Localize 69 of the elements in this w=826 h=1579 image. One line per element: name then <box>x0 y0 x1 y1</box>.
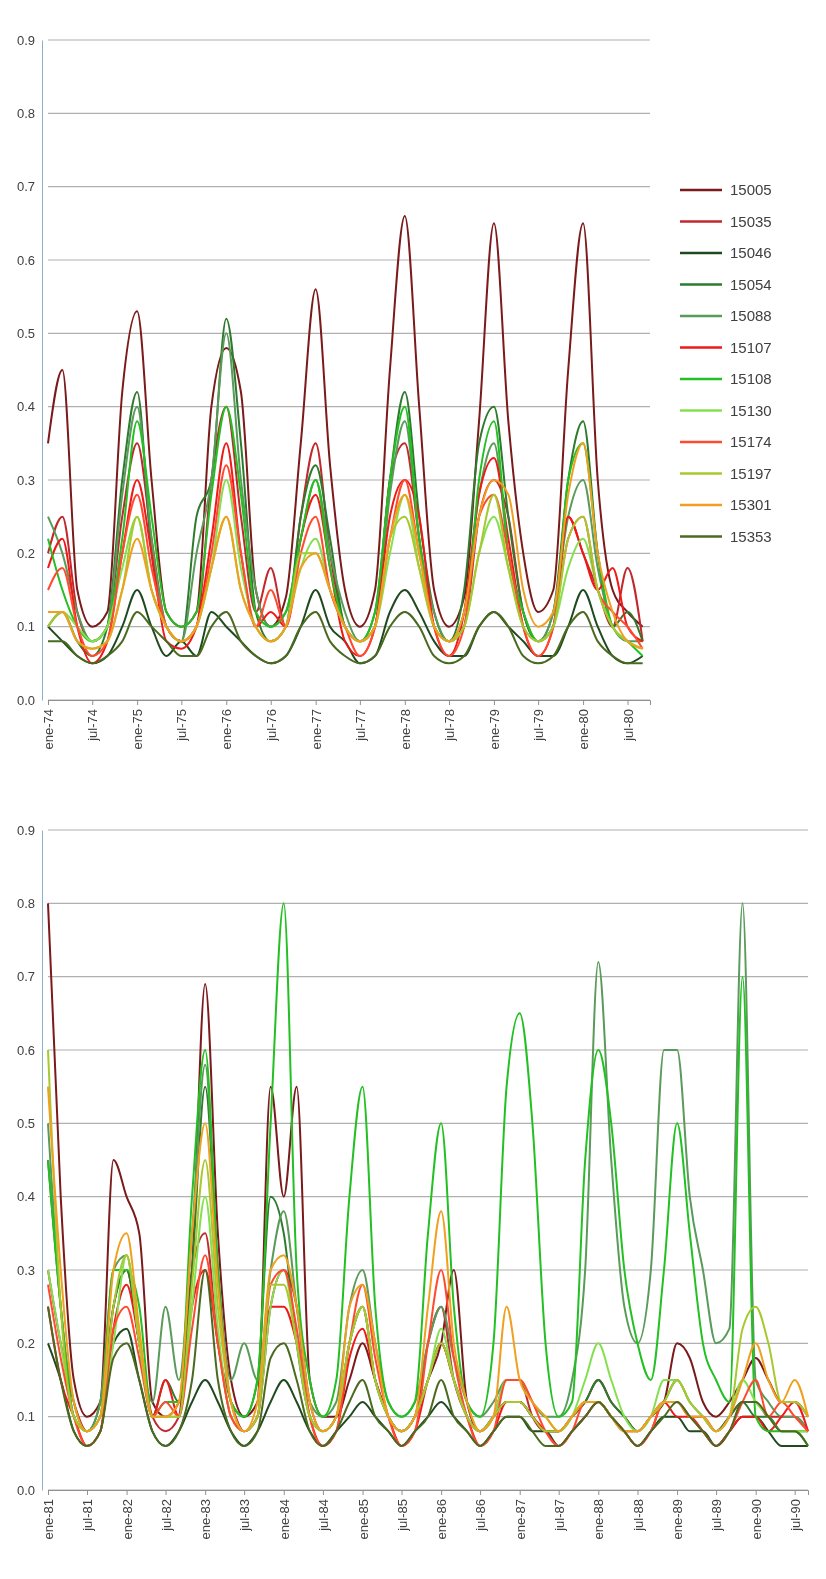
x-tick-label: ene-81 <box>41 1499 57 1540</box>
y-tick-label: 0.3 <box>17 472 36 488</box>
x-tick-label: ene-78 <box>397 709 413 750</box>
x-tick-label: ene-83 <box>198 1499 214 1540</box>
y-tick-label: 0.9 <box>17 32 36 48</box>
y-tick-label: 0.6 <box>17 252 36 268</box>
x-tick-label: ene-89 <box>670 1499 686 1540</box>
legend-label: 15046 <box>730 244 772 262</box>
x-tick-label: jul-79 <box>531 709 547 742</box>
x-tick-label: jul-89 <box>709 1499 725 1532</box>
y-tick-label: 0.0 <box>17 692 36 708</box>
legend-label: 15005 <box>730 181 772 199</box>
legend-label: 15353 <box>730 527 772 545</box>
line-series <box>47 611 644 665</box>
y-tick-label: 0.0 <box>17 1482 36 1498</box>
x-tick-label: ene-74 <box>41 709 57 750</box>
x-tick-label: ene-82 <box>119 1499 135 1540</box>
x-tick-label: jul-81 <box>80 1499 96 1532</box>
x-tick-label: jul-77 <box>352 709 368 742</box>
x-tick-label: jul-85 <box>394 1499 410 1532</box>
y-tick-label: 0.7 <box>17 179 36 195</box>
y-tick-label: 0.5 <box>17 325 36 341</box>
legend-label: 15174 <box>730 433 772 451</box>
y-tick-label: 0.8 <box>17 895 36 911</box>
line-series <box>47 589 644 665</box>
legend-label: 15107 <box>730 338 772 356</box>
y-tick-label: 0.7 <box>17 969 36 985</box>
x-tick-label: jul-87 <box>551 1499 567 1532</box>
x-tick-label: ene-90 <box>748 1499 764 1540</box>
legend-label: 15130 <box>730 401 772 419</box>
x-tick-label: jul-78 <box>442 709 458 742</box>
x-tick-label: jul-84 <box>315 1499 331 1532</box>
y-tick-label: 0.4 <box>17 399 36 415</box>
y-tick-label: 0.1 <box>17 1409 36 1425</box>
legend-label: 15197 <box>730 464 772 482</box>
x-tick-label: ene-85 <box>355 1499 371 1540</box>
x-tick-label: jul-90 <box>787 1499 803 1532</box>
line-series <box>47 215 644 628</box>
x-tick-label: ene-79 <box>486 709 502 750</box>
legend-label: 15301 <box>730 496 772 514</box>
x-tick-label: ene-87 <box>512 1499 528 1540</box>
legend-label: 15054 <box>730 275 772 293</box>
y-tick-label: 0.3 <box>17 1262 36 1278</box>
legend-label: 15108 <box>730 370 772 388</box>
x-tick-label: jul-82 <box>158 1499 174 1532</box>
x-tick-label: ene-76 <box>219 709 235 750</box>
x-tick-label: jul-74 <box>85 709 101 742</box>
x-tick-label: ene-77 <box>308 709 324 750</box>
y-tick-label: 0.2 <box>17 545 36 561</box>
x-tick-label: jul-80 <box>620 709 636 742</box>
y-tick-label: 0.9 <box>17 822 36 838</box>
x-tick-label: jul-76 <box>263 709 279 742</box>
y-tick-label: 0.1 <box>17 619 36 635</box>
legend-label: 15088 <box>730 307 772 325</box>
y-tick-label: 0.4 <box>17 1189 36 1205</box>
x-tick-label: ene-80 <box>576 709 592 750</box>
x-tick-label: jul-86 <box>473 1499 489 1532</box>
x-tick-label: ene-84 <box>276 1499 292 1540</box>
x-tick-label: jul-88 <box>630 1499 646 1532</box>
x-tick-label: jul-75 <box>174 709 190 742</box>
y-tick-label: 0.8 <box>17 105 36 121</box>
x-tick-label: jul-83 <box>237 1499 253 1532</box>
x-tick-label: ene-86 <box>434 1499 450 1540</box>
y-tick-label: 0.6 <box>17 1042 36 1058</box>
x-tick-label: ene-88 <box>591 1499 607 1540</box>
y-tick-label: 0.5 <box>17 1115 36 1131</box>
legend-label: 15035 <box>730 212 772 230</box>
x-tick-label: ene-75 <box>130 709 146 750</box>
y-tick-label: 0.2 <box>17 1335 36 1351</box>
